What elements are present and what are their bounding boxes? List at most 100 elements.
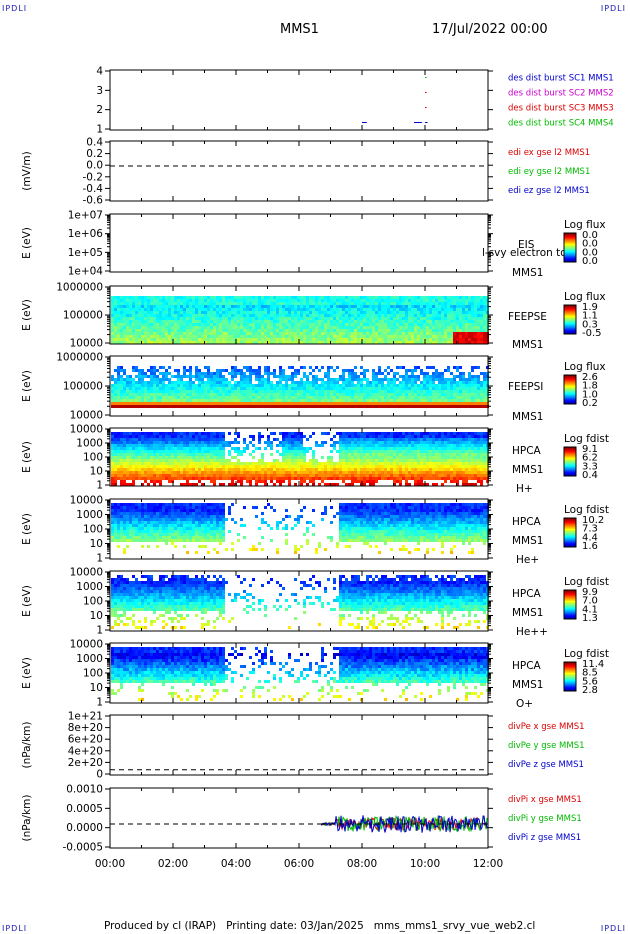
spectrogram-cell bbox=[300, 480, 303, 483]
spectrogram-cell bbox=[180, 317, 183, 320]
spectrogram-cell bbox=[135, 305, 138, 308]
spectrogram-cell bbox=[234, 387, 237, 390]
spectrogram-cell bbox=[471, 393, 474, 396]
spectrogram-cell bbox=[459, 381, 462, 384]
spectrogram-cell bbox=[189, 450, 192, 453]
spectrogram-cell bbox=[249, 468, 252, 471]
spectrogram-cell bbox=[213, 372, 216, 375]
spectrogram-cell bbox=[210, 378, 213, 381]
spectrogram-cell bbox=[438, 332, 441, 335]
spectrogram-cell bbox=[219, 483, 222, 486]
spectrogram-cell bbox=[408, 390, 411, 393]
spectrogram-cell bbox=[237, 462, 240, 465]
spectrogram-cell bbox=[216, 435, 219, 438]
spectrogram-cell bbox=[213, 477, 216, 480]
spectrogram-cell bbox=[234, 299, 237, 302]
spectrogram-cell bbox=[111, 468, 114, 471]
spectrogram-cell bbox=[375, 381, 378, 384]
spectrogram-cell bbox=[459, 323, 462, 326]
spectrogram-cell bbox=[459, 387, 462, 390]
spectrogram-cell bbox=[147, 314, 150, 317]
spectrogram-cell bbox=[219, 387, 222, 390]
spectrogram-cell bbox=[261, 326, 264, 329]
spectrogram-cell bbox=[231, 366, 234, 369]
spectrogram-cell bbox=[150, 369, 153, 372]
spectrogram-cell bbox=[258, 387, 261, 390]
spectrogram-cell bbox=[354, 390, 357, 393]
spectrogram-cell bbox=[285, 329, 288, 332]
spectrogram-cell bbox=[420, 369, 423, 372]
spectrogram-cell bbox=[462, 375, 465, 378]
spectrogram-cell bbox=[126, 335, 129, 338]
spectrogram-cell bbox=[180, 299, 183, 302]
spectrogram-cell bbox=[144, 375, 147, 378]
spectrogram-cell bbox=[375, 320, 378, 323]
spectrogram-cell bbox=[225, 384, 228, 387]
spectrogram-cell bbox=[348, 387, 351, 390]
spectrogram-cell bbox=[426, 317, 429, 320]
spectrogram-cell bbox=[123, 396, 126, 399]
spectrogram-cell bbox=[339, 308, 342, 311]
spectrogram-cell bbox=[171, 441, 174, 444]
spectrogram-cell bbox=[141, 459, 144, 462]
spectrogram-cell bbox=[363, 308, 366, 311]
spectrogram-cell bbox=[363, 399, 366, 402]
spectrogram-cell bbox=[192, 402, 195, 405]
spectrogram-cell bbox=[162, 399, 165, 402]
spectrogram-cell bbox=[300, 335, 303, 338]
spectrogram-cell bbox=[462, 323, 465, 326]
spectrogram-cell bbox=[474, 381, 477, 384]
spectrogram-cell bbox=[138, 384, 141, 387]
spectrogram-cell bbox=[282, 402, 285, 405]
spectrogram-cell bbox=[450, 329, 453, 332]
spectrogram-cell bbox=[156, 474, 159, 477]
spectrogram-cell bbox=[285, 441, 288, 444]
spectrogram-cell bbox=[462, 399, 465, 402]
spectrogram-cell bbox=[450, 335, 453, 338]
spectrogram-cell bbox=[294, 465, 297, 468]
spectrogram-cell bbox=[222, 483, 225, 486]
spectrogram-cell bbox=[174, 432, 177, 435]
spectrogram-cell bbox=[267, 366, 270, 369]
spectrogram-cell bbox=[273, 396, 276, 399]
spectrogram-cell bbox=[249, 296, 252, 299]
spectrogram-cell bbox=[219, 317, 222, 320]
spectrogram-cell bbox=[414, 320, 417, 323]
spectrogram-cell bbox=[132, 296, 135, 299]
spectrogram-cell bbox=[345, 381, 348, 384]
spectrogram-cell bbox=[237, 320, 240, 323]
spectrogram-cell bbox=[288, 302, 291, 305]
spectrogram-cell bbox=[135, 459, 138, 462]
spectrogram-cell bbox=[342, 308, 345, 311]
spectrogram-cell bbox=[480, 326, 483, 329]
spectrogram-cell bbox=[396, 338, 399, 341]
spectrogram-cell bbox=[111, 384, 114, 387]
spectrogram-cell bbox=[378, 341, 381, 344]
spectrogram-cell bbox=[381, 390, 384, 393]
spectrogram-cell bbox=[432, 372, 435, 375]
spectrogram-cell bbox=[309, 402, 312, 405]
spectrogram-cell bbox=[273, 326, 276, 329]
spectrogram-cell bbox=[126, 296, 129, 299]
spectrogram-cell bbox=[225, 381, 228, 384]
colorbar-cell-3 bbox=[564, 321, 576, 324]
spectrogram-cell bbox=[330, 378, 333, 381]
spectrogram-cell bbox=[225, 444, 228, 447]
spectrogram-cell bbox=[258, 468, 261, 471]
spectrogram-cell bbox=[444, 381, 447, 384]
spectrogram-cell bbox=[267, 302, 270, 305]
spectrogram-cell bbox=[111, 441, 114, 444]
spectrogram-cell bbox=[468, 323, 471, 326]
spectrogram-cell bbox=[129, 341, 132, 344]
spectrogram-cell bbox=[159, 462, 162, 465]
spectrogram-cell bbox=[387, 311, 390, 314]
spectrogram-cell bbox=[354, 305, 357, 308]
spectrogram-cell bbox=[225, 390, 228, 393]
spectrogram-cell bbox=[309, 372, 312, 375]
spectrogram-cell bbox=[318, 296, 321, 299]
spectrogram-cell bbox=[294, 314, 297, 317]
spectrogram-cell bbox=[414, 305, 417, 308]
spectrogram-cell bbox=[147, 302, 150, 305]
spectrogram-cell bbox=[153, 366, 156, 369]
spectrogram-cell bbox=[372, 338, 375, 341]
